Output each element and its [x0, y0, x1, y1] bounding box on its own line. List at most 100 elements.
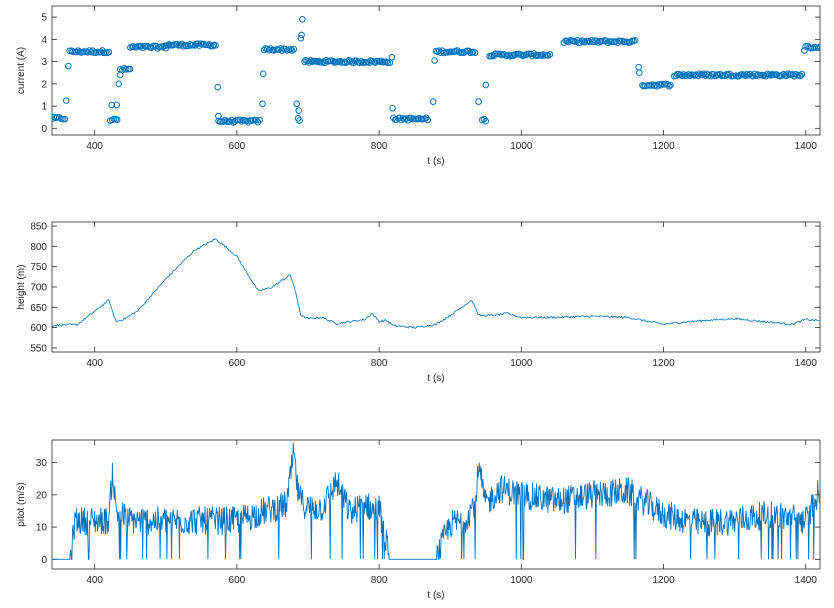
current-xtick-label: 400 [86, 141, 103, 152]
current-point [816, 43, 820, 51]
current-point [699, 71, 706, 79]
current-point [122, 66, 130, 73]
current-point [635, 63, 642, 71]
current-xtick-label: 1200 [652, 141, 675, 152]
current-point [403, 115, 410, 122]
current-point [287, 45, 294, 53]
pitot-series-line [52, 442, 820, 560]
current-point [176, 41, 184, 49]
current-plot-area [52, 16, 820, 126]
current-point [408, 114, 415, 122]
current-point [710, 71, 717, 78]
height-xtick-label: 400 [86, 358, 103, 369]
current-point [205, 41, 213, 48]
current-point [475, 98, 482, 105]
pitot-xtick-label: 400 [86, 575, 103, 586]
current-point [604, 39, 612, 47]
height-ytick-label: 750 [30, 262, 47, 273]
current-point [215, 112, 222, 120]
current-point [778, 72, 785, 79]
current-point [619, 37, 626, 45]
current-point [434, 48, 441, 55]
pitot-xlabel: t (s) [427, 590, 444, 601]
height-panel: 400 600 800 1000 1200 1400 550 600 650 700 750 800 8… [16, 222, 821, 384]
height-series-line [52, 238, 820, 329]
current-ytick-label: 4 [41, 35, 47, 46]
current-point [665, 82, 673, 90]
current-point [137, 42, 145, 50]
current-point [414, 115, 422, 123]
current-point [68, 47, 75, 54]
current-point [344, 58, 351, 66]
current-xtick-label: 1400 [795, 141, 818, 152]
current-point [594, 39, 602, 46]
pitot-xtick-label: 1400 [795, 575, 818, 586]
current-point [81, 48, 88, 55]
current-point [386, 59, 394, 67]
pitot-ytick-label: 30 [36, 458, 48, 469]
current-ylabel: current (A) [16, 47, 27, 94]
height-ylabel: height (m) [16, 264, 27, 309]
current-point [696, 70, 703, 78]
current-ytick-label: 2 [41, 79, 47, 90]
height-ytick-label: 700 [30, 283, 47, 294]
current-point [221, 116, 229, 124]
current-point [667, 81, 674, 89]
current-point [680, 71, 687, 78]
current-point [588, 37, 595, 44]
current-point [243, 117, 250, 125]
current-point [424, 116, 432, 124]
height-xtick-label: 1200 [652, 358, 675, 369]
current-point [293, 100, 300, 108]
current-point [664, 80, 671, 88]
current-point [565, 38, 572, 46]
current-point [298, 31, 305, 39]
current-point [782, 72, 790, 80]
current-point [653, 82, 661, 90]
current-point [238, 117, 245, 125]
current-point [297, 34, 305, 42]
current-point [801, 47, 808, 54]
current-point [685, 71, 692, 78]
current-point [329, 57, 337, 65]
current-point [505, 51, 512, 59]
current-point [383, 58, 390, 66]
height-xtick-label: 800 [371, 358, 388, 369]
height-ytick-label: 650 [30, 303, 47, 314]
current-point [260, 46, 268, 54]
current-point [371, 59, 379, 66]
current-point [173, 40, 181, 48]
current-point [373, 57, 381, 65]
current-point [389, 105, 396, 112]
current-point [378, 57, 386, 65]
current-xtick-label: 800 [371, 141, 388, 152]
current-point [798, 70, 806, 78]
current-point [421, 115, 428, 123]
current-point [116, 71, 124, 79]
height-xtick-label: 1400 [795, 358, 818, 369]
current-point [563, 37, 571, 45]
pitot-ytick-label: 0 [41, 555, 47, 566]
current-point [290, 45, 298, 53]
current-point [194, 40, 202, 47]
current-point [256, 116, 263, 124]
current-point [745, 72, 752, 79]
current-point [254, 118, 262, 126]
current-point [480, 115, 488, 123]
current-point [126, 65, 134, 73]
current-panel: 400 600 800 1000 1200 1400 0 1 2 3 4 5 t (s) current … [16, 5, 821, 167]
current-point [295, 107, 303, 114]
current-point [184, 42, 192, 50]
current-xtick-label: 1000 [510, 141, 533, 152]
current-point [580, 37, 587, 45]
height-plot-area [52, 238, 820, 329]
current-point [465, 47, 472, 55]
current-point [764, 70, 771, 78]
pitot-ylabel: pitot (m/s) [16, 482, 27, 526]
current-point [87, 48, 95, 56]
current-point [108, 101, 116, 109]
current-point [74, 47, 82, 54]
current-point [61, 115, 69, 123]
current-point [577, 39, 584, 46]
